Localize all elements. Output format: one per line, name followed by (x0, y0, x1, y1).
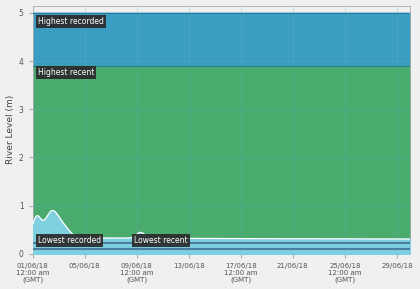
Text: Lowest recorded: Lowest recorded (38, 236, 101, 244)
Y-axis label: River Level (m): River Level (m) (5, 95, 15, 164)
Text: Highest recent: Highest recent (38, 68, 94, 77)
Text: Lowest recent: Lowest recent (134, 236, 188, 244)
Text: Highest recorded: Highest recorded (38, 17, 104, 26)
